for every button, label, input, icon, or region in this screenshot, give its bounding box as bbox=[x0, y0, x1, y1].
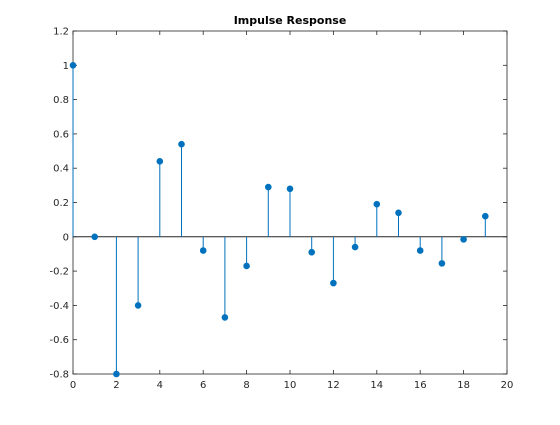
y-tick-label: -0.2 bbox=[49, 267, 69, 278]
x-tick-label: 16 bbox=[414, 380, 427, 391]
stem-marker bbox=[438, 260, 446, 267]
stem-marker bbox=[91, 233, 98, 241]
x-tick-label: 4 bbox=[157, 380, 163, 391]
stem-marker bbox=[416, 247, 424, 254]
y-tick-label: 0.8 bbox=[53, 95, 69, 106]
stem-marker bbox=[286, 185, 294, 193]
stem-marker bbox=[482, 212, 489, 220]
stem-marker bbox=[460, 236, 467, 243]
y-tick-label: -0.4 bbox=[49, 301, 69, 312]
stem-marker bbox=[156, 158, 164, 165]
y-tick-label: 0 bbox=[63, 232, 69, 243]
x-tick-label: 12 bbox=[327, 380, 340, 391]
x-tick-label: 20 bbox=[501, 380, 514, 391]
stem-marker bbox=[373, 200, 381, 208]
y-tick-label: 1.2 bbox=[53, 27, 69, 38]
x-tick-label: 14 bbox=[370, 380, 383, 391]
x-tick-label: 18 bbox=[457, 380, 470, 391]
y-tick-label: 0.2 bbox=[53, 198, 69, 209]
stem-marker bbox=[395, 209, 402, 217]
y-tick-label: -0.8 bbox=[49, 370, 69, 381]
stem-marker bbox=[308, 248, 316, 256]
x-axis: 0 2 4 6 8 10 12 14 16 18 20 bbox=[70, 31, 514, 391]
chart-title: Impulse Response bbox=[234, 14, 347, 27]
y-tick-label: 0.4 bbox=[53, 164, 69, 175]
stem-marker bbox=[199, 247, 207, 254]
y-axis: -0.8 -0.6 -0.4 -0.2 0 0.2 0.4 0.6 0.8 1 1.2 bbox=[49, 27, 507, 381]
stem-marker bbox=[113, 370, 120, 378]
x-tick-label: 0 bbox=[70, 380, 76, 391]
x-tick-label: 10 bbox=[284, 380, 297, 391]
x-tick-label: 2 bbox=[113, 380, 119, 391]
y-tick-label: 1 bbox=[63, 61, 69, 72]
stem-marker bbox=[69, 62, 77, 69]
stem-marker bbox=[134, 302, 142, 309]
stem-marker bbox=[243, 262, 250, 270]
y-tick-label: 0.6 bbox=[53, 129, 69, 140]
stem-marker bbox=[178, 140, 185, 148]
stem-marker bbox=[351, 243, 359, 251]
stem-marker bbox=[330, 279, 337, 287]
x-tick-label: 8 bbox=[243, 380, 249, 391]
stem-marker bbox=[221, 314, 229, 321]
stem-series bbox=[69, 62, 489, 378]
stem-marker bbox=[265, 183, 272, 191]
x-tick-label: 6 bbox=[200, 380, 206, 391]
y-tick-label: -0.6 bbox=[49, 335, 69, 346]
